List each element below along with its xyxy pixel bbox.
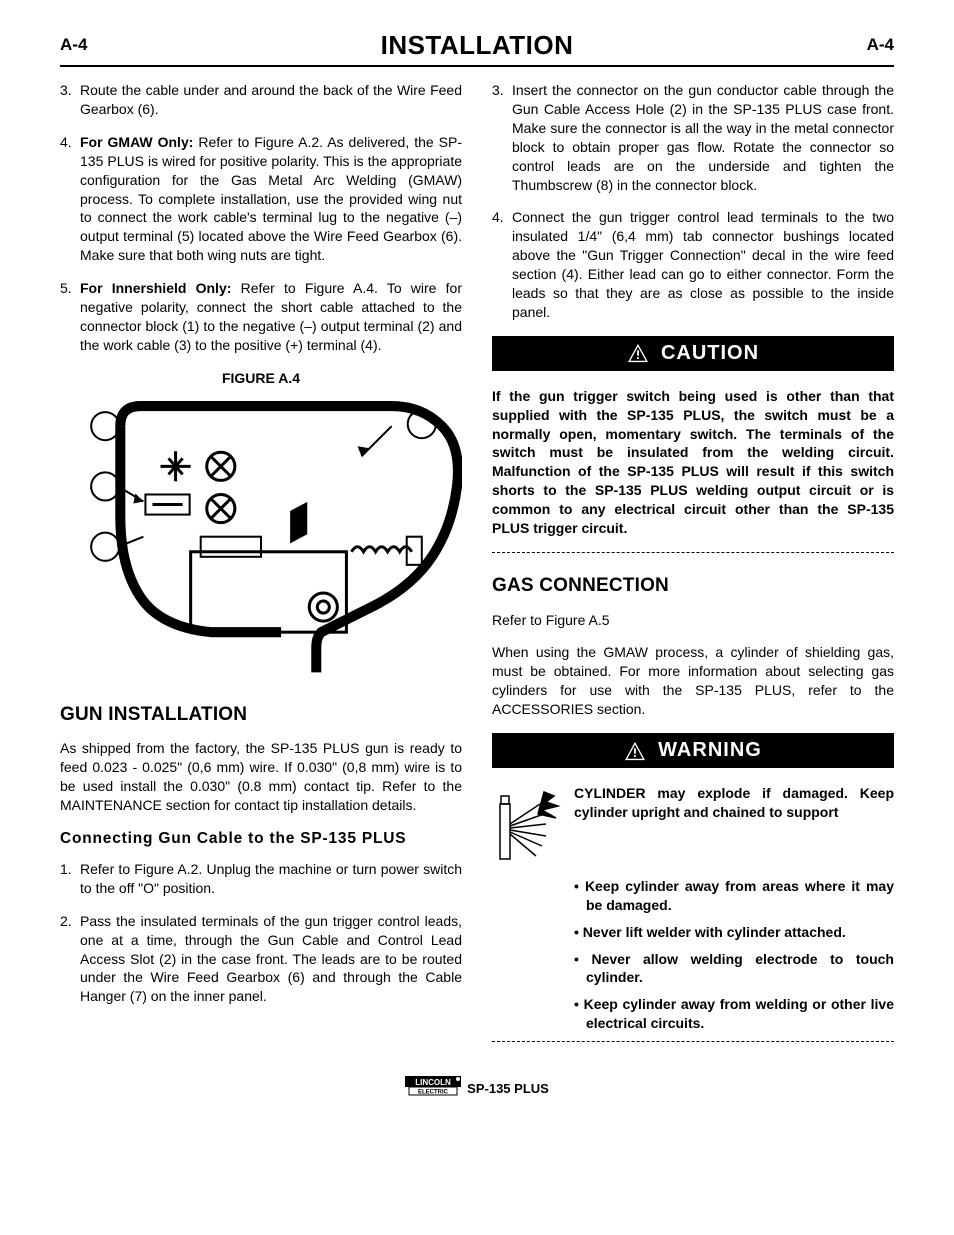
right-column: 3. Insert the connector on the gun condu…: [492, 81, 894, 1056]
warning-triangle-icon: [627, 343, 649, 363]
lincoln-electric-logo: LINCOLN ELECTRIC: [405, 1076, 461, 1101]
list-item: 4. Connect the gun trigger control lead …: [492, 208, 894, 321]
figure-svg: [60, 396, 462, 677]
connecting-gun-heading: Connecting Gun Cable to the SP-135 PLUS: [60, 829, 462, 850]
gas-paragraph: When using the GMAW process, a cylinder …: [492, 643, 894, 719]
item-text: For GMAW Only: Refer to Figure A.2. As d…: [80, 133, 462, 265]
item-number: 4.: [492, 208, 512, 321]
caution-label: CAUTION: [661, 340, 759, 367]
figure-caption: FIGURE A.4: [60, 369, 462, 388]
list-item: 3. Route the cable under and around the …: [60, 81, 462, 119]
gas-connection-heading: GAS CONNECTION: [492, 573, 894, 599]
list-item: 1. Refer to Figure A.2. Unplug the machi…: [60, 860, 462, 898]
left-column: 3. Route the cable under and around the …: [60, 81, 462, 1056]
list-item: 4. For GMAW Only: Refer to Figure A.2. A…: [60, 133, 462, 265]
header-right: A-4: [867, 34, 894, 57]
item-text: Pass the insulated terminals of the gun …: [80, 912, 462, 1006]
warning-headline: CYLINDER may explode if damaged. Keep cy…: [574, 784, 894, 822]
page-footer: LINCOLN ELECTRIC SP-135 PLUS: [60, 1076, 894, 1101]
separator: [492, 1041, 894, 1042]
svg-text:LINCOLN: LINCOLN: [415, 1078, 451, 1087]
header-left: A-4: [60, 34, 87, 57]
list-item: 2. Pass the insulated terminals of the g…: [60, 912, 462, 1006]
item-text: Connect the gun trigger control lead ter…: [512, 208, 894, 321]
bold-lead: For GMAW Only:: [80, 134, 193, 150]
item-number: 1.: [60, 860, 80, 898]
bullet-item: Keep cylinder away from areas where it m…: [574, 877, 894, 915]
item-body: Refer to Figure A.2. As delivered, the S…: [80, 134, 462, 263]
warning-label: WARNING: [658, 737, 762, 764]
list-item: 3. Insert the connector on the gun condu…: [492, 81, 894, 194]
bullet-item: Never lift welder with cylinder attached…: [574, 923, 894, 942]
gun-paragraph: As shipped from the factory, the SP-135 …: [60, 739, 462, 815]
bold-lead: For Innershield Only:: [80, 280, 231, 296]
figure-a4: [60, 396, 462, 682]
list-item: 5. For Innershield Only: Refer to Figure…: [60, 279, 462, 355]
header-title: INSTALLATION: [381, 28, 574, 63]
warning-triangle-icon: [624, 741, 646, 761]
gun-installation-heading: GUN INSTALLATION: [60, 702, 462, 728]
gas-ref: Refer to Figure A.5: [492, 611, 894, 630]
bullet-item: Never allow welding electrode to touch c…: [574, 950, 894, 988]
item-number: 3.: [60, 81, 80, 119]
svg-text:ELECTRIC: ELECTRIC: [418, 1090, 449, 1096]
caution-bar: CAUTION: [492, 336, 894, 371]
content-columns: 3. Route the cable under and around the …: [60, 81, 894, 1056]
warning-bullets: Keep cylinder away from areas where it m…: [574, 877, 894, 1033]
item-number: 3.: [492, 81, 512, 194]
warning-bar: WARNING: [492, 733, 894, 768]
item-number: 2.: [60, 912, 80, 1006]
page-header: A-4 INSTALLATION A-4: [60, 28, 894, 67]
item-number: 4.: [60, 133, 80, 265]
bullet-item: Keep cylinder away from welding or other…: [574, 995, 894, 1033]
warning-block: CYLINDER may explode if damaged. Keep cy…: [492, 784, 894, 869]
item-text: Refer to Figure A.2. Unplug the machine …: [80, 860, 462, 898]
caution-text: If the gun trigger switch being used is …: [492, 387, 894, 538]
item-text: For Innershield Only: Refer to Figure A.…: [80, 279, 462, 355]
item-number: 5.: [60, 279, 80, 355]
footer-product: SP-135 PLUS: [467, 1080, 549, 1098]
separator: [492, 552, 894, 553]
item-text: Route the cable under and around the bac…: [80, 81, 462, 119]
cylinder-explode-icon: [492, 784, 562, 869]
item-text: Insert the connector on the gun conducto…: [512, 81, 894, 194]
